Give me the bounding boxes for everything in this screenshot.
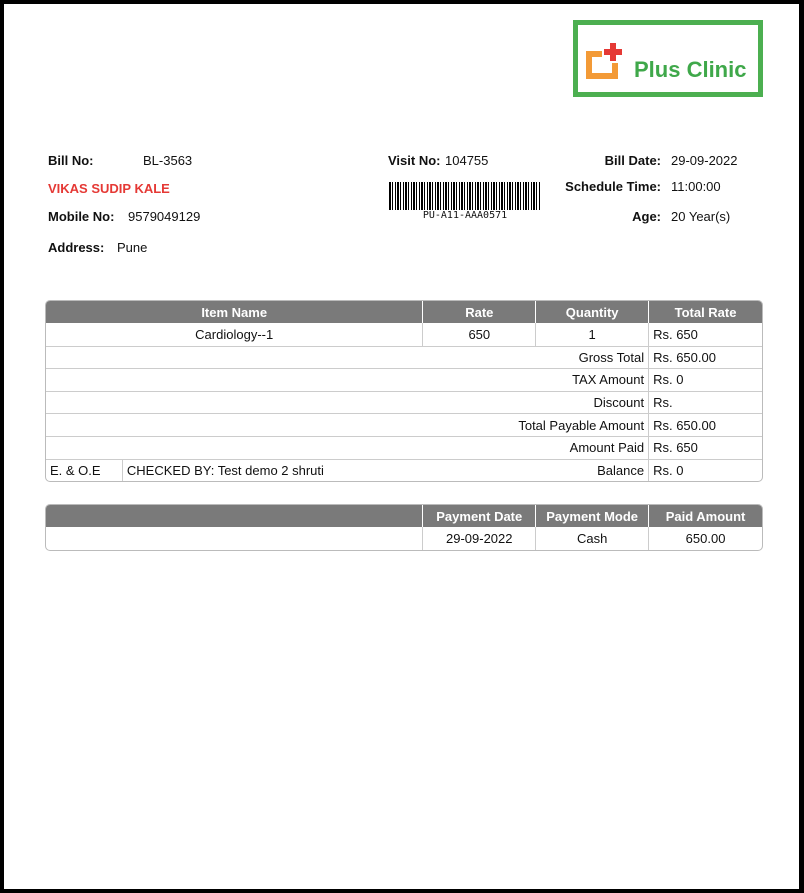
bill-no: BL-3563 [143, 153, 193, 168]
schedule-label: Schedule Time: [565, 179, 661, 194]
barcode [389, 182, 541, 210]
barcode-text: PU-A11-AAA0571 [422, 210, 508, 221]
balance-row: E. & O.E CHECKED BY: Test demo 2 shruti … [46, 458, 762, 482]
gross-total: Rs. 650.00 [648, 345, 762, 369]
header-total-rate: Total Rate [648, 301, 762, 323]
clinic-name: Plus Clinic [634, 57, 747, 82]
address: Pune [117, 240, 148, 255]
item-name: Cardiology--1 [195, 326, 274, 342]
items-table: Item Name Rate Quantity Total Rate Cardi… [45, 300, 763, 483]
discount: Rs. [648, 390, 762, 414]
bill-date: 29-09-2022 [671, 153, 738, 168]
eoe: E. & O.E [46, 458, 122, 482]
gross-total-label: Gross Total [46, 345, 649, 369]
tax-amount: Rs. 0 [648, 368, 762, 391]
header-item-name: Item Name [46, 301, 423, 323]
summary-row: Total Payable Amount Rs. 650.00 [46, 413, 762, 436]
schedule-time: 11:00:00 [671, 179, 721, 194]
age-label: Age: [632, 209, 661, 224]
bill-page: Plus Clinic Bill No: BL-3563 VIKAS SUDIP… [4, 4, 799, 889]
summary-row: Amount Paid Rs. 650 [46, 435, 762, 459]
payable-label: Total Payable Amount [46, 413, 649, 436]
header-rate: Rate [422, 301, 536, 323]
payment-mode: Cash [535, 527, 648, 550]
header-payment-mode: Payment Mode [535, 505, 649, 527]
summary-row: Discount Rs. [46, 390, 762, 414]
payable-amount: Rs. 650.00 [648, 413, 762, 436]
balance: Rs. 0 [648, 458, 762, 482]
payment-row: 29-09-2022 Cash 650.00 [46, 527, 762, 550]
discount-label: Discount [46, 390, 649, 414]
clinic-logo: Plus Clinic [573, 20, 763, 97]
bill-date-label: Bill Date: [604, 153, 661, 168]
tax-label: TAX Amount [46, 368, 649, 391]
checked-by: CHECKED BY: Test demo 2 shruti [121, 458, 536, 482]
header-blank [46, 505, 423, 527]
visit-no: 104755 [445, 153, 489, 168]
address-label: Address: [48, 240, 105, 255]
payments-table: Payment Date Payment Mode Paid Amount 29… [45, 504, 763, 551]
mobile-label: Mobile No: [48, 209, 115, 224]
paid-label: Amount Paid [46, 435, 649, 459]
clinic-cross-icon [586, 43, 622, 79]
bill-no-label: Bill No: [48, 153, 94, 168]
header-quantity: Quantity [535, 301, 649, 323]
age: 20 Year(s) [671, 209, 731, 224]
patient-name: VIKAS SUDIP KALE [48, 181, 170, 196]
blank-cell [46, 527, 422, 550]
item-qty: 1 [535, 323, 648, 346]
summary-row: TAX Amount Rs. 0 [46, 368, 762, 391]
amount-paid: Rs. 650 [648, 435, 762, 459]
visit-no-label: Visit No: [388, 153, 441, 168]
item-rate: 650 [422, 323, 535, 346]
balance-label: Balance [535, 458, 649, 482]
paid-amount: 650.00 [648, 527, 762, 550]
item-total: Rs. 650 [648, 323, 762, 346]
item-row: Cardiology--1 650 1 Rs. 650 [46, 323, 762, 346]
mobile-no: 9579049129 [128, 209, 201, 224]
payment-date: 29-09-2022 [422, 527, 535, 550]
header-paid-amount: Paid Amount [648, 505, 762, 527]
summary-row: Gross Total Rs. 650.00 [46, 345, 762, 369]
header-payment-date: Payment Date [422, 505, 536, 527]
